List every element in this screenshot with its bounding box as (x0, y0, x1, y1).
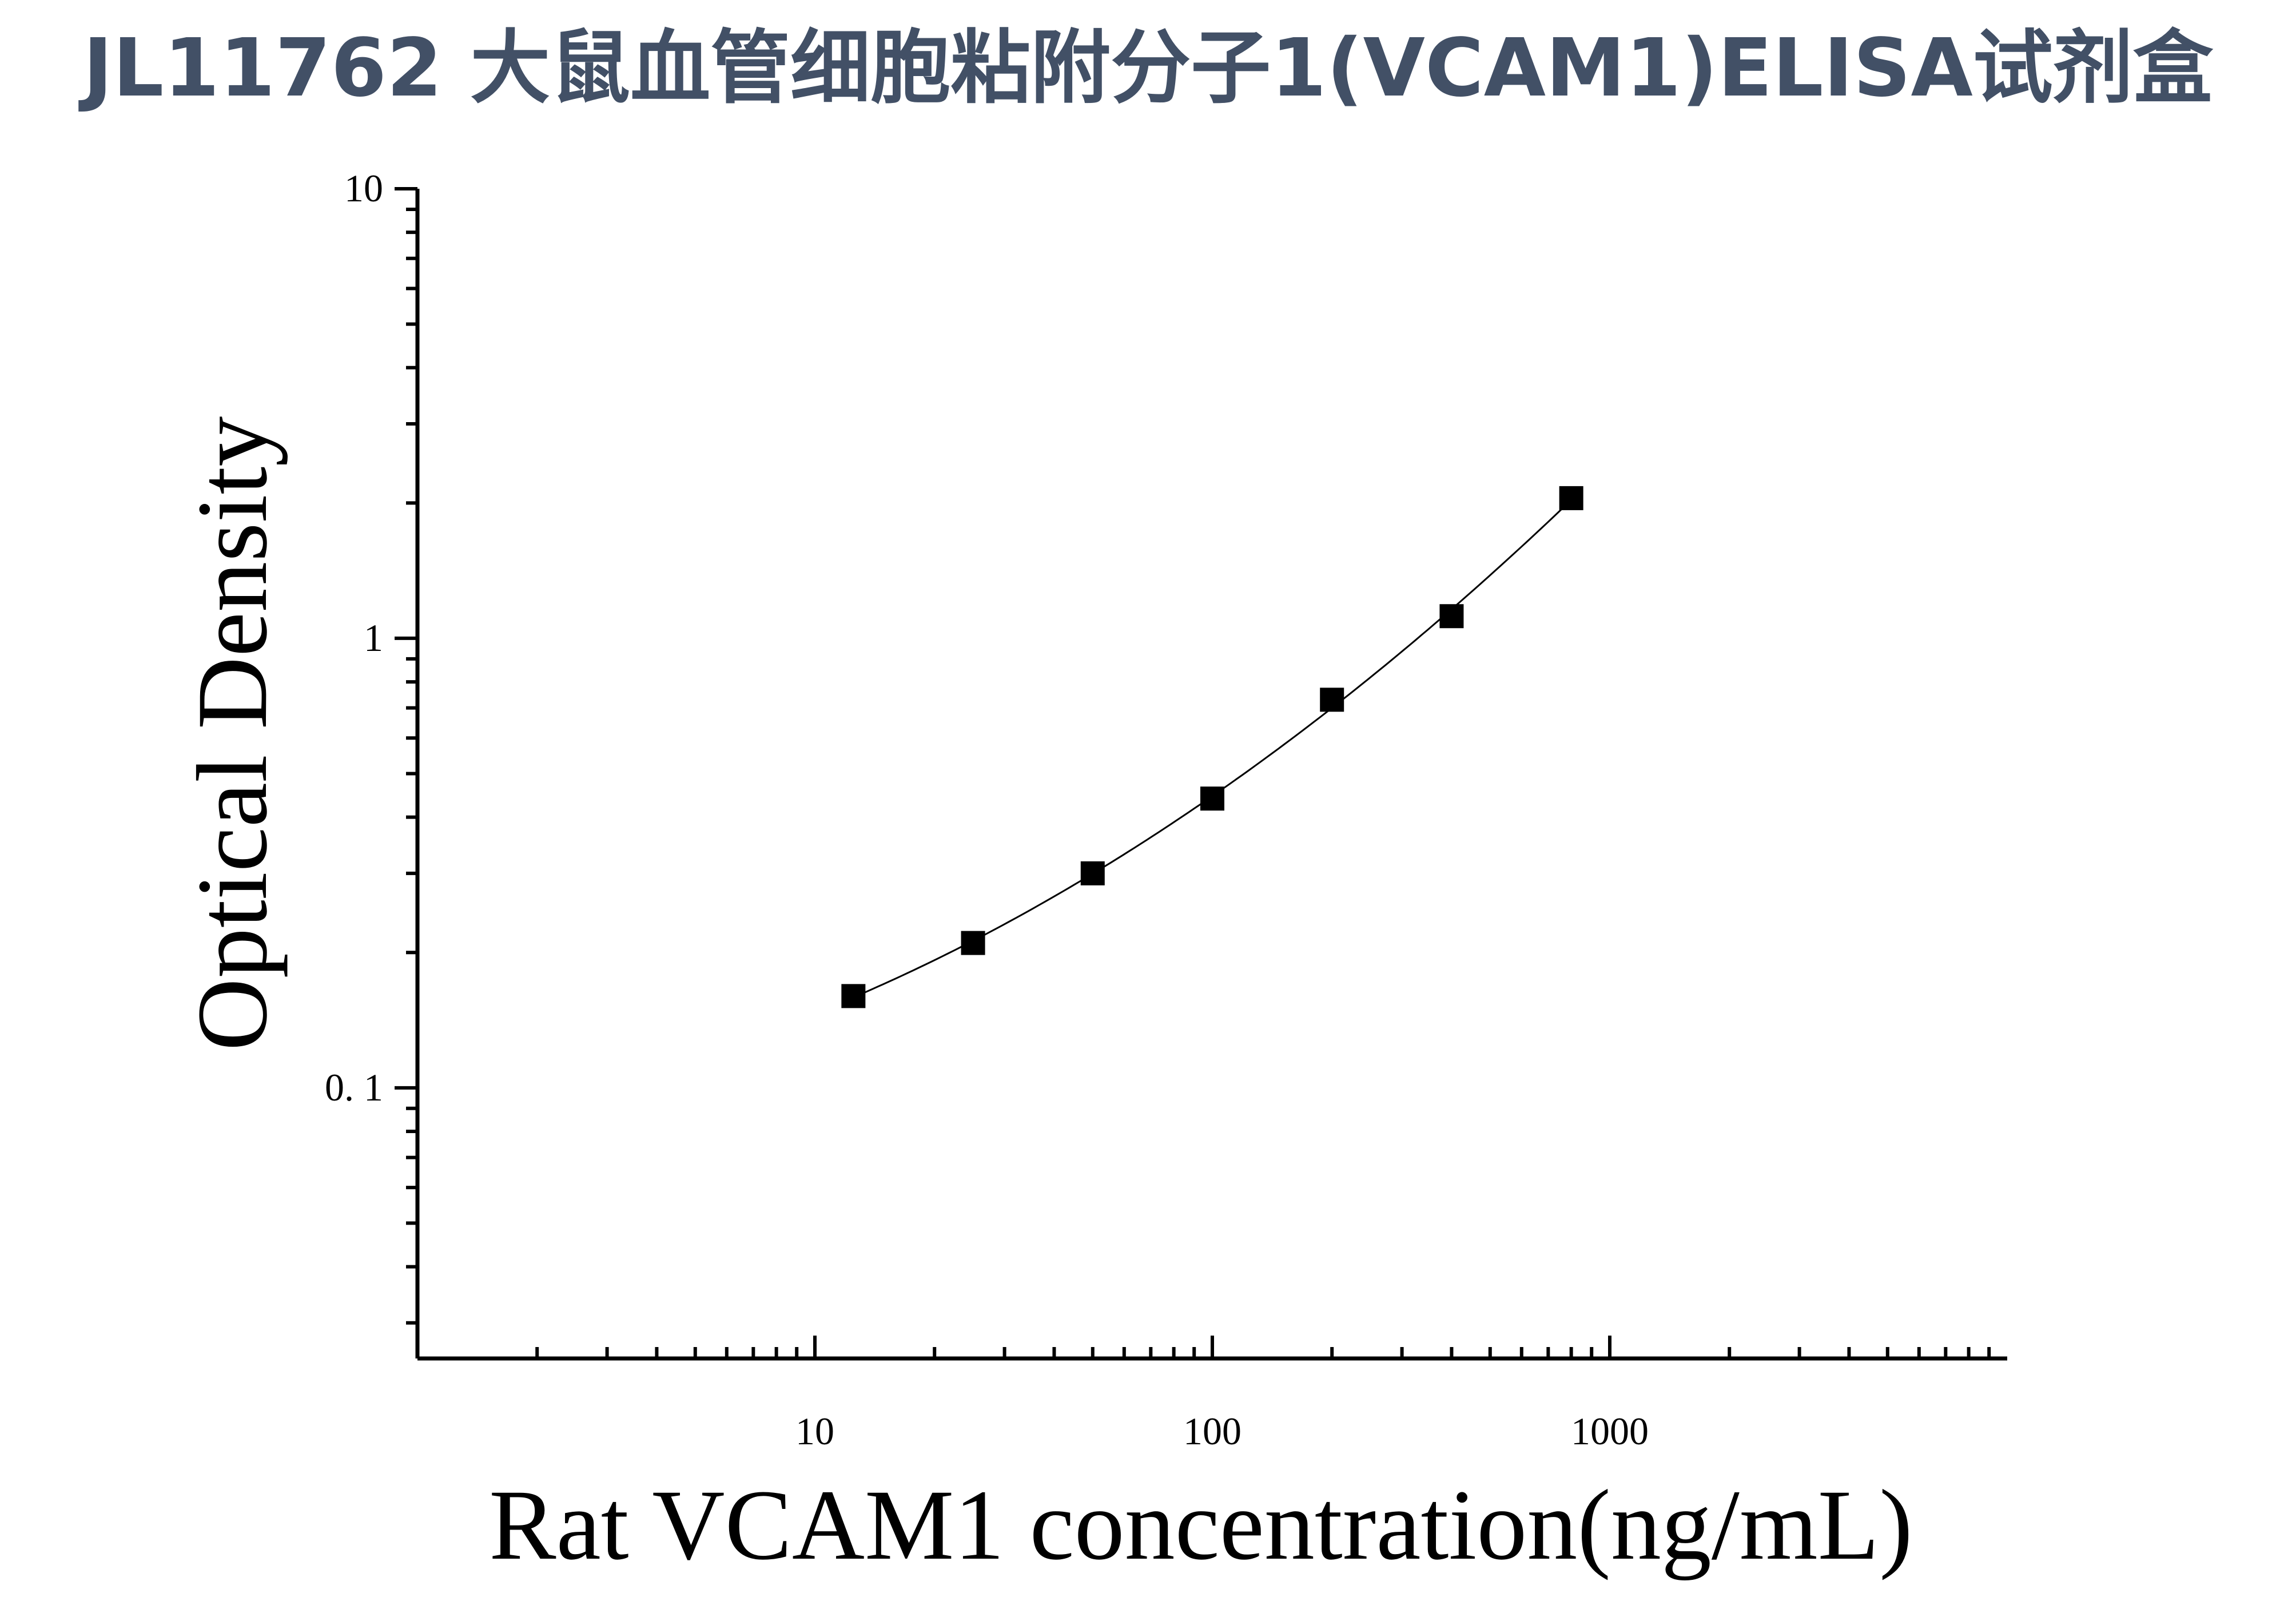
page-title: JL11762 大鼠血管细胞粘附分子1(VCAM1)ELISA试剂盒 (83, 22, 2213, 115)
y-tick-labels: 10 1 0. 1 (325, 166, 383, 1109)
x-tick-label: 10 (795, 1409, 834, 1453)
data-point (1439, 604, 1464, 629)
data-point (961, 931, 985, 955)
data-point (1200, 786, 1224, 811)
y-tick-label: 1 (364, 616, 383, 660)
x-tick-label: 1000 (1571, 1409, 1649, 1453)
y-axis-title: Optical Density (177, 416, 288, 1051)
major-ticks (395, 187, 1611, 1358)
standard-curve (853, 499, 1572, 998)
x-tick-labels: 10 100 1000 (795, 1409, 1649, 1453)
y-tick-label: 0. 1 (325, 1066, 383, 1109)
y-tick-label: 10 (344, 166, 383, 210)
minor-ticks (406, 207, 1991, 1358)
data-points (841, 486, 1583, 1008)
x-axis-title: Rat VCAM1 concentration(ng/mL) (489, 1469, 1913, 1581)
x-tick-label: 100 (1183, 1409, 1241, 1453)
data-point (841, 984, 866, 1008)
data-point (1559, 486, 1583, 510)
data-point (1080, 861, 1105, 885)
data-point (1320, 688, 1344, 712)
